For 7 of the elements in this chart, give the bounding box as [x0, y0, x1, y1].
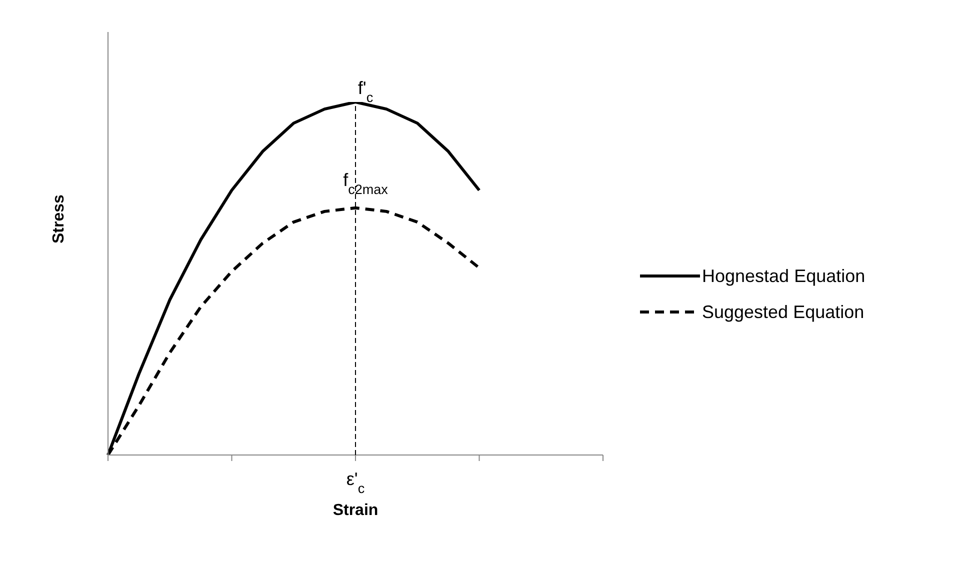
y-axis-title: Stress: [50, 194, 68, 244]
annotation: f$_{c2max}$: [343, 170, 388, 196]
legend-label: Suggested Equation: [702, 302, 864, 322]
annotation: f'$_{c}$: [358, 78, 374, 104]
text: ε'$_{c}$: [346, 469, 365, 496]
x-axis-title: Strain: [332, 502, 378, 519]
legend-label: Hognestad Equation: [702, 266, 866, 286]
